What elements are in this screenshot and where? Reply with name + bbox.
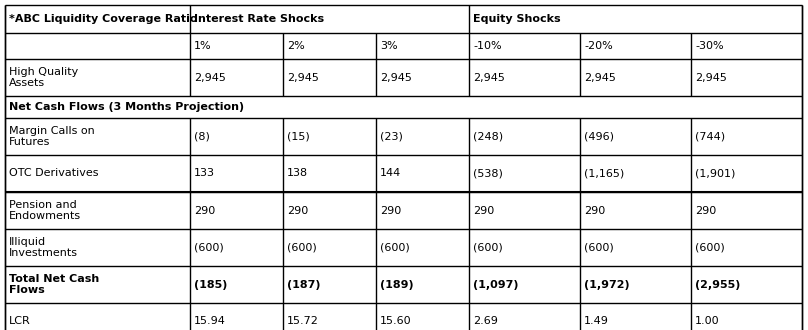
Text: (1,097): (1,097): [473, 280, 519, 289]
Text: 144: 144: [380, 169, 402, 179]
Text: 15.72: 15.72: [287, 316, 319, 326]
Text: (600): (600): [695, 243, 725, 252]
Text: LCR: LCR: [9, 316, 31, 326]
Text: 2,945: 2,945: [287, 73, 319, 82]
Text: 133: 133: [194, 169, 215, 179]
Text: (538): (538): [473, 169, 503, 179]
Text: 2,945: 2,945: [584, 73, 616, 82]
Text: OTC Derivatives: OTC Derivatives: [9, 169, 99, 179]
Text: 2%: 2%: [287, 41, 305, 51]
Text: (600): (600): [380, 243, 410, 252]
Text: 2,945: 2,945: [473, 73, 505, 82]
Text: 290: 290: [473, 206, 494, 215]
Text: (15): (15): [287, 131, 309, 142]
Text: Illiquid
Investments: Illiquid Investments: [9, 237, 78, 258]
Text: Net Cash Flows (3 Months Projection): Net Cash Flows (3 Months Projection): [9, 102, 244, 112]
Text: -10%: -10%: [473, 41, 502, 51]
Text: (1,165): (1,165): [584, 169, 625, 179]
Text: (496): (496): [584, 131, 614, 142]
Text: 290: 290: [695, 206, 716, 215]
Text: (2,955): (2,955): [695, 280, 740, 289]
Text: *ABC Liquidity Coverage Ratio: *ABC Liquidity Coverage Ratio: [9, 14, 197, 24]
Text: 290: 290: [287, 206, 308, 215]
Text: Pension and
Endowments: Pension and Endowments: [9, 200, 81, 221]
Text: -30%: -30%: [695, 41, 724, 51]
Text: (1,901): (1,901): [695, 169, 735, 179]
Text: 2.69: 2.69: [473, 316, 498, 326]
Text: 2,945: 2,945: [380, 73, 412, 82]
Text: 1%: 1%: [194, 41, 212, 51]
Text: (189): (189): [380, 280, 414, 289]
Text: (1,972): (1,972): [584, 280, 629, 289]
Text: 1.49: 1.49: [584, 316, 609, 326]
Text: Total Net Cash
Flows: Total Net Cash Flows: [9, 274, 99, 295]
Text: (185): (185): [194, 280, 227, 289]
Text: (23): (23): [380, 131, 403, 142]
Text: 15.94: 15.94: [194, 316, 226, 326]
Text: 290: 290: [584, 206, 605, 215]
Text: 290: 290: [380, 206, 402, 215]
Text: Interest Rate Shocks: Interest Rate Shocks: [194, 14, 324, 24]
Text: (600): (600): [287, 243, 317, 252]
Text: 15.60: 15.60: [380, 316, 411, 326]
Text: -20%: -20%: [584, 41, 612, 51]
Text: High Quality
Assets: High Quality Assets: [9, 67, 78, 88]
Text: 2,945: 2,945: [695, 73, 727, 82]
Text: (744): (744): [695, 131, 725, 142]
Text: Margin Calls on
Futures: Margin Calls on Futures: [9, 126, 95, 147]
Text: 3%: 3%: [380, 41, 398, 51]
Text: (8): (8): [194, 131, 210, 142]
Text: (600): (600): [584, 243, 614, 252]
Text: 290: 290: [194, 206, 215, 215]
Text: (600): (600): [194, 243, 224, 252]
Text: (248): (248): [473, 131, 503, 142]
Text: 138: 138: [287, 169, 308, 179]
Text: (187): (187): [287, 280, 321, 289]
Text: 1.00: 1.00: [695, 316, 720, 326]
Text: 2,945: 2,945: [194, 73, 226, 82]
Text: (600): (600): [473, 243, 503, 252]
Text: Equity Shocks: Equity Shocks: [473, 14, 561, 24]
